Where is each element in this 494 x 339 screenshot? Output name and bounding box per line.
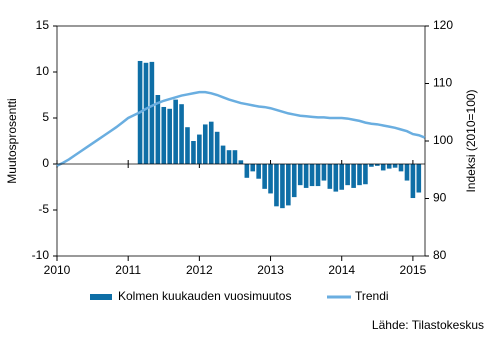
bar bbox=[291, 164, 297, 198]
x-tick-label: 2013 bbox=[257, 263, 284, 277]
source: Lähde: Tilastokeskus bbox=[372, 318, 484, 332]
bar bbox=[202, 124, 208, 164]
bar bbox=[321, 164, 327, 181]
bar bbox=[232, 150, 238, 164]
y2-tick-label: 100 bbox=[433, 133, 453, 147]
bar bbox=[238, 160, 244, 164]
bar bbox=[161, 106, 167, 164]
bar bbox=[173, 99, 178, 164]
bar bbox=[214, 131, 220, 164]
bar bbox=[185, 127, 190, 164]
bar bbox=[280, 164, 285, 209]
bar bbox=[309, 164, 315, 187]
bar bbox=[167, 108, 172, 164]
bar bbox=[268, 164, 273, 194]
y-tick-label: 5 bbox=[42, 110, 49, 124]
legend-swatch bbox=[90, 294, 112, 300]
bar bbox=[262, 164, 267, 189]
bar bbox=[315, 164, 321, 187]
y2-tick-label: 110 bbox=[433, 76, 452, 90]
bar bbox=[398, 164, 404, 172]
bar bbox=[380, 164, 386, 171]
bar bbox=[416, 164, 422, 193]
x-tick-label: 2010 bbox=[44, 263, 71, 277]
bar bbox=[226, 150, 232, 164]
bar bbox=[392, 164, 398, 168]
legend-label: Kolmen kuukauden vuosimuutos bbox=[118, 289, 291, 303]
y2-axis-label: Indeksi (2010=100) bbox=[464, 89, 478, 192]
bar bbox=[303, 164, 309, 188]
bar bbox=[179, 104, 184, 164]
bar bbox=[191, 141, 196, 164]
bar bbox=[345, 164, 350, 186]
bar bbox=[386, 164, 392, 169]
bar bbox=[410, 164, 416, 199]
bar bbox=[155, 95, 161, 164]
bar bbox=[297, 164, 303, 186]
y-tick-label: 0 bbox=[42, 156, 49, 170]
y-tick-label: 10 bbox=[36, 64, 50, 78]
bar bbox=[143, 62, 149, 164]
y-axis-label: Muutosprosentti bbox=[5, 98, 19, 183]
plot-frame bbox=[56, 25, 426, 257]
x-tick-label: 2015 bbox=[400, 263, 427, 277]
bar bbox=[286, 164, 291, 206]
bar bbox=[363, 164, 368, 185]
y-tick-label: 15 bbox=[36, 18, 50, 32]
y2-tick-label: 120 bbox=[433, 18, 453, 32]
bar bbox=[327, 164, 333, 189]
bar bbox=[351, 164, 356, 188]
bar bbox=[256, 164, 261, 179]
x-tick-label: 2011 bbox=[115, 263, 141, 277]
bar bbox=[333, 164, 339, 192]
trend-line bbox=[56, 90, 426, 167]
bar bbox=[250, 164, 256, 172]
y2-tick-label: 80 bbox=[433, 248, 447, 262]
x-tick-label: 2014 bbox=[328, 263, 355, 277]
bar bbox=[244, 164, 250, 178]
x-tick-label: 2012 bbox=[186, 263, 213, 277]
bar bbox=[404, 164, 410, 181]
bar bbox=[339, 164, 345, 190]
legend-label: Trendi bbox=[355, 289, 389, 303]
bar bbox=[149, 61, 155, 164]
y-tick-label: -5 bbox=[38, 202, 49, 216]
y2-tick-label: 90 bbox=[433, 191, 447, 205]
bar bbox=[220, 145, 226, 164]
bar bbox=[197, 134, 202, 164]
bar bbox=[369, 164, 374, 167]
bar bbox=[375, 164, 380, 166]
y-tick-label: -10 bbox=[32, 248, 50, 262]
bar bbox=[357, 164, 362, 186]
bar bbox=[274, 164, 279, 207]
bar bbox=[208, 121, 214, 164]
